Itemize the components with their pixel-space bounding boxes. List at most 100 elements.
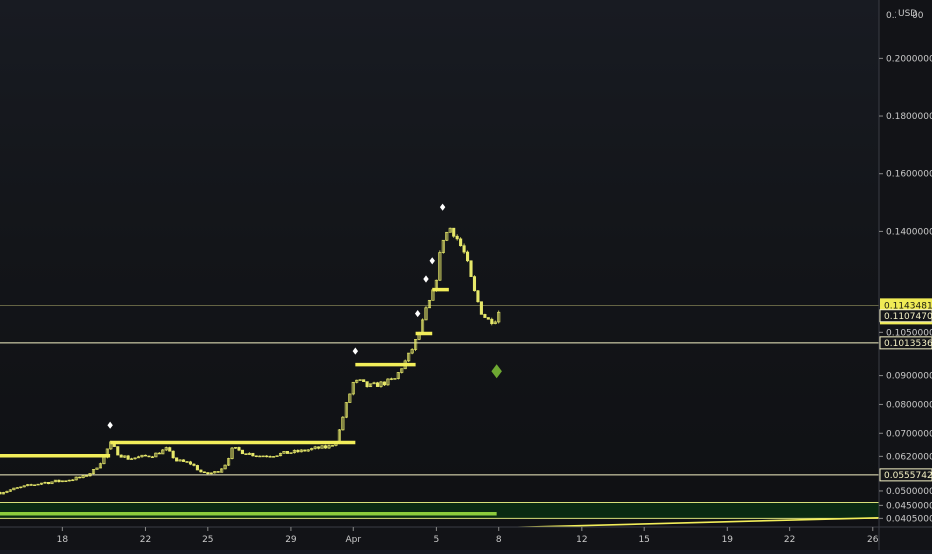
candle <box>81 475 85 479</box>
candle <box>386 378 390 386</box>
candle-body <box>67 479 71 482</box>
candle-body <box>192 463 196 466</box>
candle-body <box>251 452 255 457</box>
candle <box>362 379 366 382</box>
candle-body <box>261 455 265 458</box>
candle-body <box>258 455 262 458</box>
trend-line <box>496 516 880 529</box>
candle <box>455 234 459 241</box>
candle-body <box>206 472 210 475</box>
candle-body <box>379 381 383 387</box>
candle-body <box>424 307 428 321</box>
candle-body <box>88 473 92 477</box>
candle <box>462 243 466 254</box>
candle-body <box>486 317 490 320</box>
candle <box>393 378 397 380</box>
candle <box>147 455 151 458</box>
candle-body <box>164 447 168 451</box>
candle-body <box>85 475 89 477</box>
candle-body <box>1 492 6 495</box>
candle <box>154 452 158 458</box>
candle-body <box>278 452 283 457</box>
candle <box>344 402 348 419</box>
candle-body <box>168 447 172 452</box>
candle <box>351 381 355 396</box>
candle-body <box>479 301 483 315</box>
candle <box>1 491 6 495</box>
candle-body <box>5 490 9 493</box>
x-tick-label: Apr <box>345 535 361 545</box>
candle-body <box>369 383 373 388</box>
candle-body <box>389 378 393 380</box>
candle-body <box>289 452 293 454</box>
price-axis[interactable] <box>879 0 932 550</box>
candle <box>185 461 189 463</box>
candle <box>67 479 71 482</box>
candle <box>133 457 137 460</box>
candle-body <box>157 452 161 455</box>
candle-body <box>455 235 459 240</box>
x-tick-label: 26 <box>867 535 879 545</box>
candle <box>414 339 418 352</box>
candle-body <box>306 449 310 452</box>
candle-body <box>143 454 148 457</box>
candle <box>410 348 414 355</box>
x-tick-label: 18 <box>57 535 69 545</box>
candle <box>71 479 75 482</box>
currency-label[interactable]: USD <box>898 9 917 19</box>
candle-body <box>324 445 328 449</box>
candle <box>60 480 64 483</box>
candle-body <box>372 382 376 385</box>
candle <box>272 456 276 458</box>
candle <box>150 455 154 458</box>
candle <box>379 381 383 388</box>
candle-body <box>78 476 82 479</box>
candle-body <box>223 464 227 470</box>
candle <box>365 381 369 388</box>
candle <box>78 476 82 479</box>
candle <box>64 480 68 482</box>
candle-body <box>95 467 99 470</box>
candle <box>220 468 224 473</box>
candle-body <box>254 455 258 457</box>
candle-body <box>136 456 141 459</box>
green-diamond-marker <box>491 364 502 379</box>
candle <box>268 455 272 458</box>
candle <box>486 317 490 320</box>
candle-body <box>493 321 497 325</box>
candle-body <box>126 455 130 460</box>
time-axis[interactable] <box>0 527 932 550</box>
white-diamond-marker-3 <box>414 309 421 318</box>
candle <box>299 449 303 453</box>
candle-body <box>497 311 501 323</box>
candle-body <box>396 372 400 379</box>
candle <box>320 445 324 449</box>
candle <box>171 450 175 459</box>
candle <box>15 487 19 489</box>
candle-body <box>268 456 272 458</box>
white-diamond-marker-6 <box>439 203 446 211</box>
candle <box>29 483 33 486</box>
candle-body <box>202 471 206 474</box>
candle-body <box>227 458 231 466</box>
candle <box>182 459 186 462</box>
candle-body <box>292 449 296 454</box>
candle-body <box>358 379 362 381</box>
candle-body <box>237 447 241 451</box>
candle <box>33 484 37 486</box>
candle <box>36 483 40 486</box>
candle-body <box>50 481 54 485</box>
candle <box>8 489 12 492</box>
candle <box>199 469 203 473</box>
candle <box>213 471 217 474</box>
candle <box>483 313 487 318</box>
candle-body <box>448 227 452 233</box>
candle-body <box>26 484 30 487</box>
price-box-4: 0.05557428 <box>879 468 932 482</box>
candle-body <box>490 318 494 325</box>
candle-body <box>195 465 199 471</box>
